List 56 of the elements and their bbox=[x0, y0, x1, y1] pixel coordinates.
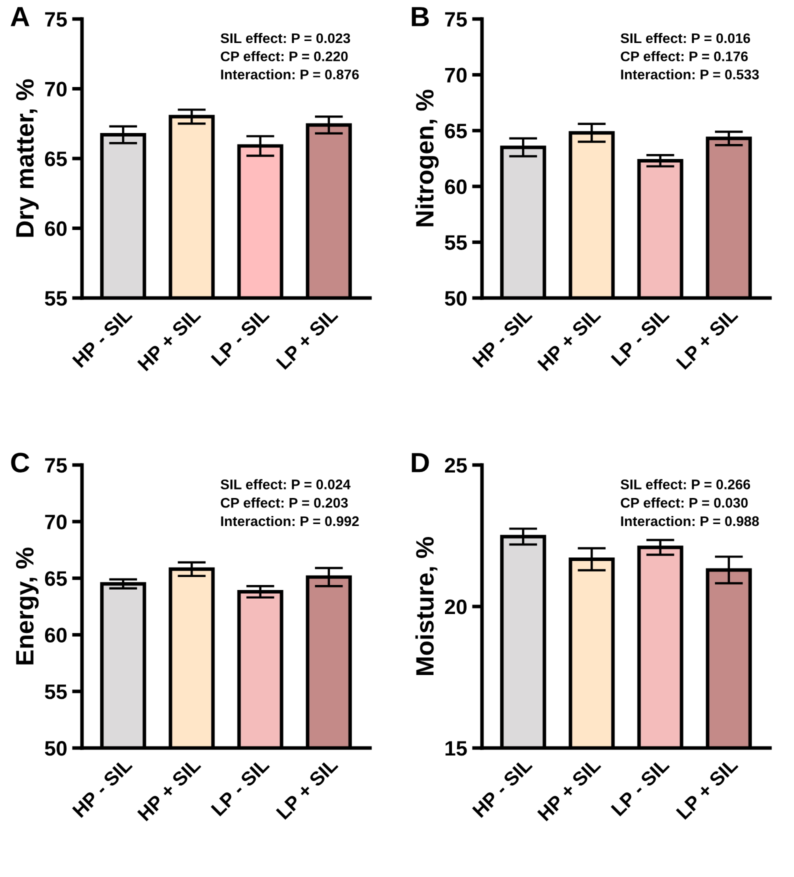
annotation: Interaction: P = 0.988 bbox=[621, 516, 759, 526]
x-tick-label: LP - SIL bbox=[210, 307, 270, 366]
chart-title: B bbox=[412, 7, 429, 26]
y-axis-title: Nitrogen, % bbox=[415, 90, 439, 226]
x-tick-label: HP + SIL bbox=[537, 757, 602, 822]
annotation: SIL effect: P = 0.023 bbox=[220, 32, 350, 44]
y-tick-label: 60 bbox=[45, 221, 67, 236]
chart-title: A bbox=[10, 7, 30, 26]
y-tick-label: 75 bbox=[45, 458, 67, 473]
chart-title: C bbox=[11, 452, 30, 472]
y-tick-label: 65 bbox=[445, 124, 467, 138]
annotation: CP effect: P = 0.176 bbox=[620, 51, 748, 62]
annotation: SIL effect: P = 0.266 bbox=[620, 479, 750, 490]
y-tick-label: 70 bbox=[45, 514, 67, 530]
y-axis-title: Moisture, % bbox=[415, 537, 438, 675]
y-tick-label: 70 bbox=[445, 68, 467, 83]
y-tick-label: 75 bbox=[45, 12, 67, 27]
y-tick-label: 50 bbox=[444, 291, 467, 306]
x-tick-label: LP - SIL bbox=[610, 757, 670, 816]
x-tick-label: HP - SIL bbox=[72, 307, 133, 368]
y-axis-title: Dry matter, % bbox=[16, 79, 39, 237]
x-tick-label: HP + SIL bbox=[137, 307, 202, 372]
x-tick-label: HP + SIL bbox=[137, 757, 202, 822]
annotation: Interaction: P = 0.992 bbox=[221, 516, 359, 526]
annotation: CP effect: P = 0.220 bbox=[220, 51, 348, 62]
annotation: SIL effect: P = 0.024 bbox=[220, 479, 351, 490]
annotation: Interaction: P = 0.533 bbox=[621, 69, 759, 80]
x-tick-label: HP - SIL bbox=[72, 757, 133, 818]
y-tick-label: 25 bbox=[444, 458, 467, 473]
chart-title: D bbox=[412, 453, 429, 472]
y-tick-label: 50 bbox=[44, 741, 67, 756]
x-tick-label: LP - SIL bbox=[610, 307, 670, 366]
x-tick-label: HP - SIL bbox=[472, 757, 533, 818]
x-tick-label: HP + SIL bbox=[537, 307, 602, 372]
y-tick-label: 20 bbox=[444, 600, 467, 614]
y-tick-label: 60 bbox=[45, 628, 67, 643]
y-tick-label: 60 bbox=[445, 179, 467, 194]
x-tick-label: LP + SIL bbox=[676, 757, 739, 820]
y-tick-label: 15 bbox=[446, 741, 467, 756]
x-tick-label: LP + SIL bbox=[276, 307, 339, 370]
y-tick-label: 75 bbox=[445, 12, 467, 27]
y-tick-label: 55 bbox=[444, 235, 467, 250]
x-tick-label: LP + SIL bbox=[676, 307, 739, 370]
x-tick-label: LP + SIL bbox=[276, 757, 339, 820]
annotation: SIL effect: P = 0.016 bbox=[620, 32, 750, 44]
y-tick-label: 65 bbox=[45, 571, 67, 586]
y-tick-label: 65 bbox=[45, 152, 67, 166]
y-axis-title: Energy, % bbox=[16, 548, 39, 664]
y-tick-label: 70 bbox=[45, 82, 67, 97]
annotation: CP effect: P = 0.203 bbox=[220, 498, 348, 508]
x-tick-label: LP - SIL bbox=[210, 757, 270, 816]
annotation: Interaction: P = 0.876 bbox=[221, 69, 359, 80]
y-tick-label: 55 bbox=[44, 291, 67, 306]
y-tick-label: 55 bbox=[44, 684, 67, 700]
annotation: CP effect: P = 0.030 bbox=[620, 498, 748, 508]
x-tick-label: HP - SIL bbox=[472, 307, 533, 368]
